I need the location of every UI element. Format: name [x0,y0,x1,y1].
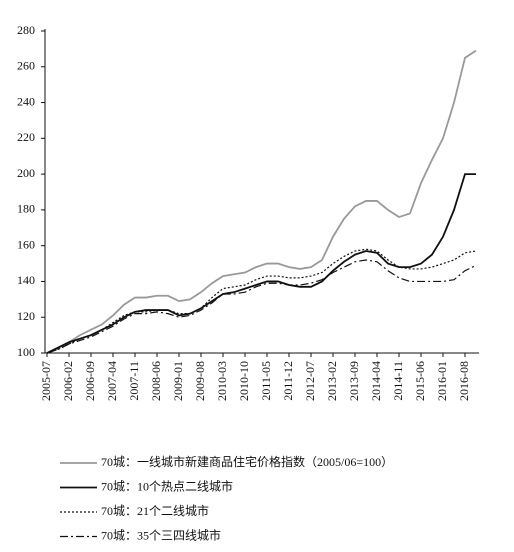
legend-label: 70城：一线城市新建商品住宅价格指数（2005/06=100） [101,454,393,469]
series-line [46,173,476,354]
y-tick-label: 120 [17,309,35,323]
x-tick-label: 2010-10 [237,361,251,401]
legend-label: 70城：35个三四线城市 [101,527,221,542]
x-tick-label: 2011-05 [259,361,273,401]
x-tick-label: 2006-02 [61,361,75,401]
x-tick-label: 2006-09 [83,361,97,401]
y-tick-label: 100 [17,345,35,359]
x-tick-label: 2013-02 [325,361,339,401]
y-tick-label: 200 [17,166,35,180]
x-tick-label: 2007-11 [127,361,141,401]
x-tick-label: 2009-01 [171,361,185,401]
x-tick-label: 2014-11 [391,361,405,401]
y-tick-label: 160 [17,237,35,251]
x-tick-label: 2016-08 [457,361,471,401]
legend-label: 70城：10个热点二线城市 [101,478,233,493]
x-tick-label: 2012-07 [303,361,317,401]
series-line [46,49,477,354]
x-tick-label: 2013-09 [347,361,361,401]
x-tick-label: 2007-04 [105,361,119,401]
x-tick-label: 2016-01 [435,361,449,401]
legend-label: 70城：21个二线城市 [101,503,209,518]
x-tick-label: 2010-03 [215,361,229,401]
y-tick-label: 140 [17,273,35,287]
y-tick-label: 220 [17,130,35,144]
x-tick-label: 2009-08 [193,361,207,401]
y-tick-label: 260 [17,59,35,73]
y-tick-label: 180 [17,202,35,216]
x-tick-label: 2014-04 [369,361,383,401]
x-tick-label: 2015-06 [413,361,427,401]
x-tick-label: 2008-06 [149,361,163,401]
x-tick-label: 2005-07 [39,361,53,401]
y-tick-label: 280 [17,23,35,37]
x-tick-label: 2011-12 [281,361,295,401]
series-line [46,259,477,354]
y-tick-label: 240 [17,94,35,108]
